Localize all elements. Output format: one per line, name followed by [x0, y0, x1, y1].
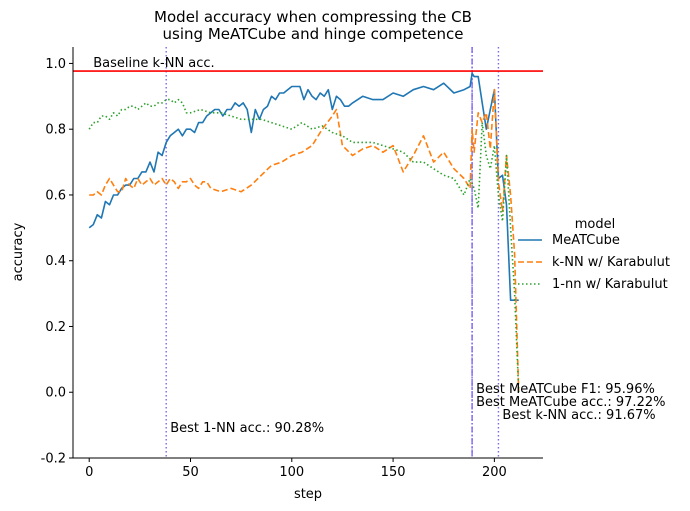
chart-title-line-1: Model accuracy when compressing the CB — [154, 8, 472, 26]
y-tick-label: -0.2 — [41, 452, 66, 467]
y-tick-label: 0.8 — [45, 123, 66, 138]
vline-annotation-0: Best 1-NN acc.: 90.28% — [170, 421, 324, 436]
series-line-2 — [88, 98, 520, 393]
legend-title: model — [575, 217, 615, 232]
annotations: Baseline k-NN acc. Best 1-NN acc.: 90.28%… — [93, 56, 665, 436]
y-tick-label: 0.6 — [45, 188, 66, 203]
chart-title-line-2: using MeATCube and hinge competence — [163, 25, 464, 43]
y-tick-label: 1.0 — [45, 57, 66, 72]
vline-annotation-2: Best MeATCube acc.: 97.22% — [476, 395, 665, 410]
y-tick-label: 0.2 — [45, 320, 66, 335]
y-tick-label: 0.4 — [45, 254, 66, 269]
x-tick-label: 150 — [381, 465, 406, 480]
y-axis-label: accuracy — [11, 222, 26, 281]
legend-label-2: 1-nn w/ Karabulut — [552, 277, 668, 292]
vline-annotation-1: Best MeATCube F1: 95.96% — [476, 382, 655, 397]
x-axis-label: step — [294, 487, 322, 502]
legend-label-1: k-NN w/ Karabulut — [552, 255, 670, 270]
series-line-0 — [88, 72, 519, 302]
y-tick-label: 0.0 — [45, 386, 66, 401]
x-tick-label: 100 — [279, 465, 304, 480]
series-line-1 — [89, 88, 520, 393]
legend: model MeATCube k-NN w/ Karabulut 1-nn w/ K… — [518, 217, 670, 292]
vline-annotation-3: Best k-NN acc.: 91.67% — [502, 408, 655, 423]
legend-label-0: MeATCube — [552, 233, 620, 248]
x-tick-label: 50 — [182, 465, 199, 480]
x-tick-label: 0 — [85, 465, 93, 480]
baseline-annotation: Baseline k-NN acc. — [93, 56, 214, 71]
x-tick-label: 200 — [482, 465, 507, 480]
plot-area — [73, 47, 543, 458]
x-axis-ticks: 0 50 100 150 200 — [85, 458, 507, 480]
y-axis-ticks: -0.2 0.0 0.2 0.4 0.6 0.8 1.0 — [41, 57, 73, 467]
